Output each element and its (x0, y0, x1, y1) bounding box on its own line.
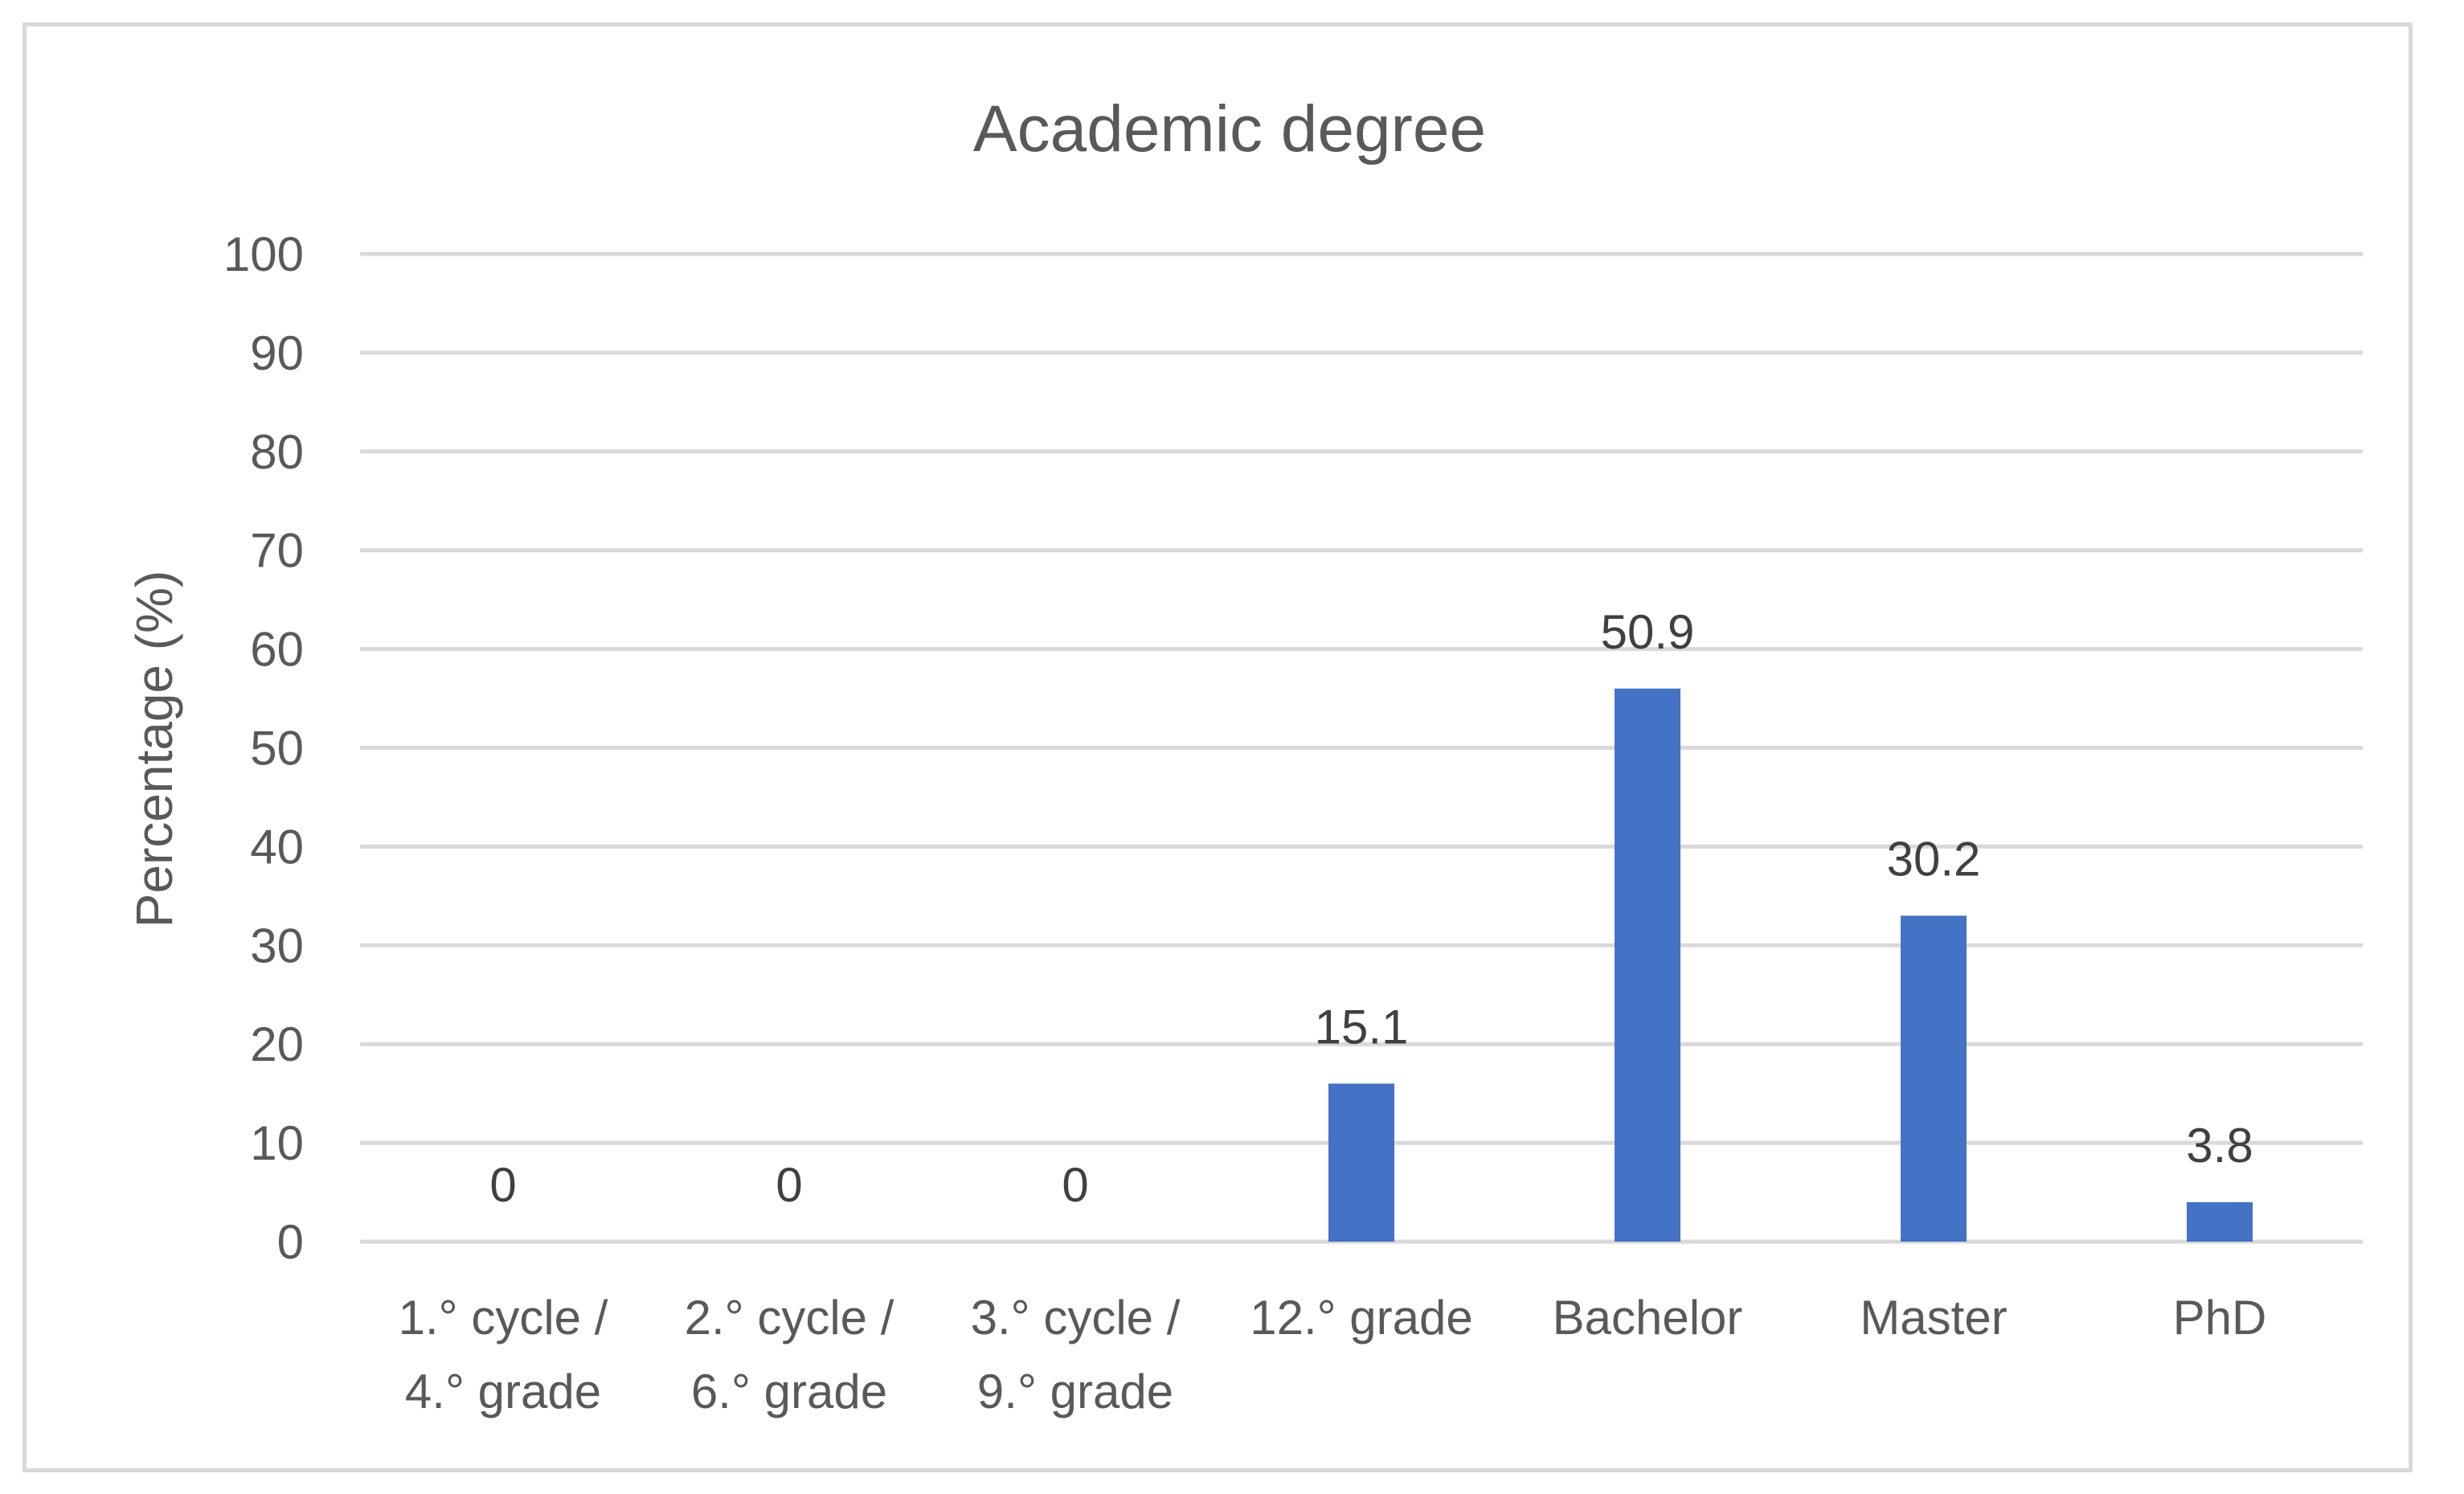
x-axis-labels: 1.° cycle / 4.° grade 2.° cycle / 6.° grade… (399, 1291, 2267, 1418)
x-tick-label: 6.° grade (691, 1365, 887, 1418)
y-tick-label: 70 (250, 524, 304, 578)
data-label: 3.8 (2186, 1119, 2253, 1173)
y-tick-label: 10 (250, 1116, 304, 1170)
y-tick-label: 40 (250, 820, 304, 874)
y-tick-label: 50 (250, 722, 304, 776)
x-tick-label: PhD (2173, 1291, 2267, 1345)
x-tick-label: 12.° grade (1250, 1291, 1473, 1345)
x-tick-label: 4.° grade (405, 1365, 601, 1418)
y-tick-label: 20 (250, 1017, 304, 1071)
bar (1328, 1083, 1394, 1242)
data-label: 0 (489, 1158, 516, 1212)
y-tick-label: 30 (250, 919, 304, 972)
y-axis-ticks: 0 10 20 30 40 50 60 70 80 90 100 (223, 227, 304, 1269)
data-labels: 0 0 0 15.1 50.9 30.2 3.8 (489, 605, 2253, 1212)
y-tick-label: 100 (223, 227, 304, 281)
y-tick-label: 80 (250, 425, 304, 479)
gridlines (360, 252, 2363, 1244)
x-tick-label: 3.° cycle / (971, 1291, 1181, 1345)
data-label: 0 (1062, 1158, 1088, 1212)
data-label: 50.9 (1601, 605, 1695, 659)
chart-title: Academic degree (973, 92, 1486, 166)
x-tick-label: Bachelor (1553, 1291, 1743, 1345)
bar (2187, 1201, 2253, 1242)
y-axis-title: Percentage (%) (125, 571, 183, 928)
data-label: 15.1 (1315, 1000, 1409, 1054)
bar (1901, 915, 1967, 1242)
data-label: 0 (776, 1158, 802, 1212)
y-tick-label: 60 (250, 623, 304, 677)
x-tick-label: 2.° cycle / (685, 1291, 894, 1345)
y-tick-label: 90 (250, 326, 304, 380)
bars (1328, 688, 2253, 1242)
x-tick-label: Master (1860, 1291, 2007, 1345)
x-tick-label: 1.° cycle / (399, 1291, 608, 1345)
bar (1615, 688, 1680, 1242)
x-tick-label: 9.° grade (977, 1365, 1173, 1418)
data-label: 30.2 (1887, 832, 1981, 886)
y-tick-label: 0 (277, 1215, 304, 1269)
